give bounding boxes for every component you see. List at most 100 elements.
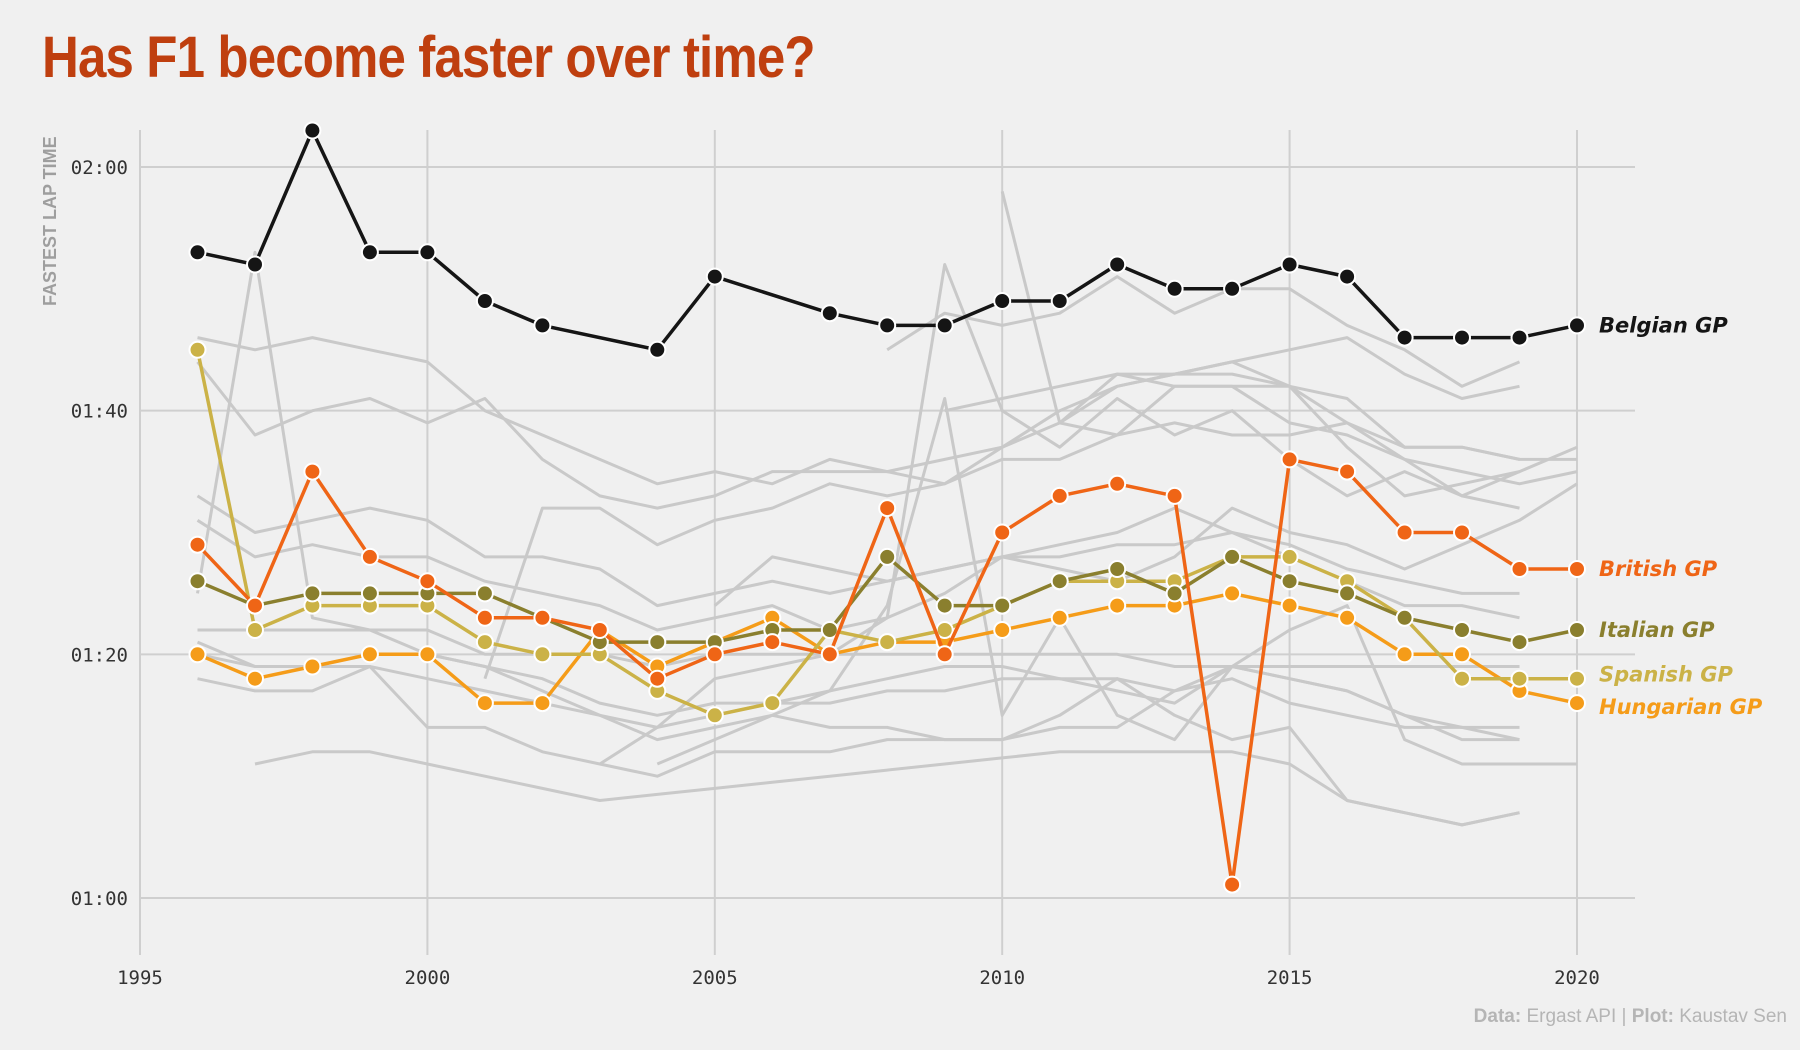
british-gp-point	[533, 608, 552, 627]
british-gp-point	[878, 499, 897, 518]
belgian-gp-point	[1108, 255, 1127, 274]
british-gp-point	[1510, 560, 1529, 578]
italian-gp-point	[648, 633, 667, 652]
belgian-gp-point	[188, 243, 207, 262]
hungarian-gp-point	[1108, 596, 1127, 615]
axes: 01:00 01:20 01:40 02:00 1995 2000 2005 2010 2015…	[71, 157, 1600, 989]
hungarian-gp-label: Hungarian GP	[1599, 695, 1763, 719]
hungarian-gp-point	[188, 645, 207, 664]
background-race-line	[254, 750, 1520, 827]
source-caption: Data: Ergast API | Plot: Kaustav Sen	[1474, 1006, 1787, 1028]
british-gp-point	[1050, 486, 1069, 505]
spanish-gp-point	[1568, 669, 1586, 688]
x-tick-label: 2010	[979, 967, 1025, 989]
british-gp-point	[705, 645, 724, 664]
background-race-line	[196, 360, 1520, 510]
italian-gp-point	[993, 596, 1012, 615]
belgian-gp-point	[1223, 279, 1242, 298]
spanish-gp-point	[763, 694, 782, 713]
hungarian-gp-point	[1453, 645, 1471, 664]
background-race-line	[1058, 372, 1578, 486]
italian-gp-point	[475, 584, 494, 603]
belgian-gp-point	[475, 292, 494, 310]
belgian-gp-point	[1510, 328, 1529, 347]
british-gp-line	[196, 457, 1577, 887]
background-race-line	[196, 494, 1520, 608]
background-race-line	[598, 263, 1520, 766]
italian-gp-point	[303, 584, 322, 603]
background-race-line	[886, 275, 1521, 388]
background-race-line	[197, 628, 1520, 668]
british-gp-point	[1280, 450, 1299, 469]
highlighted-series	[188, 121, 1586, 894]
spanish-gp-point	[475, 633, 494, 652]
spanish-gp-point	[1280, 547, 1299, 566]
british-gp-point	[475, 608, 494, 627]
belgian-gp-point	[1338, 267, 1357, 286]
belgian-gp-point	[360, 243, 379, 262]
y-tick-label: 01:00	[71, 888, 128, 910]
italian-gp-point	[1108, 560, 1127, 578]
y-tick-label: 01:40	[71, 401, 128, 423]
x-tick-label: 2020	[1554, 967, 1600, 989]
spanish-gp-point	[705, 706, 724, 725]
hungarian-gp-point	[1568, 694, 1586, 713]
x-tick-label: 2005	[692, 967, 738, 989]
british-gp-point	[993, 523, 1012, 542]
italian-gp-point	[1395, 608, 1414, 627]
british-gp-point	[763, 633, 782, 652]
italian-gp-point	[878, 547, 897, 566]
british-gp-point	[360, 547, 379, 566]
caption-plot-label: Plot:	[1631, 1006, 1674, 1027]
caption-plot-value: Kaustav Sen	[1679, 1006, 1787, 1027]
hungarian-gp-point	[1223, 584, 1242, 603]
background-race-line	[713, 482, 1578, 607]
belgian-gp-point	[820, 304, 839, 323]
hungarian-gp-point	[418, 645, 437, 664]
british-gp-point	[1108, 474, 1127, 493]
italian-gp-point	[1165, 584, 1184, 603]
background-race-line	[656, 397, 1577, 766]
british-gp-point	[1165, 486, 1184, 505]
spanish-gp-label: Spanish GP	[1599, 663, 1733, 687]
x-tick-label: 2000	[405, 967, 451, 989]
chart-title: Has F1 become faster over time?	[42, 25, 816, 90]
hungarian-gp-point	[246, 669, 264, 688]
british-gp-series	[188, 450, 1586, 894]
belgian-gp-point	[1280, 255, 1299, 274]
british-gp-point	[188, 535, 207, 554]
british-gp-label: British GP	[1599, 557, 1718, 581]
italian-gp-point	[1453, 621, 1471, 639]
background-race-line	[483, 421, 1577, 680]
hungarian-gp-point	[475, 694, 494, 713]
belgian-gp-point	[1453, 328, 1471, 347]
belgian-gp-series	[188, 121, 1586, 359]
belgian-gp-point	[935, 316, 954, 335]
caption-data-label: Data:	[1473, 1006, 1522, 1027]
series-labels: Belgian GP British GP Italian GP Spanish GP…	[1599, 313, 1763, 719]
british-gp-point	[648, 669, 667, 688]
italian-gp-point	[1280, 572, 1299, 591]
italian-gp-point	[1338, 584, 1357, 603]
british-gp-point	[590, 621, 609, 639]
belgian-gp-point	[1050, 292, 1069, 310]
italian-gp-point	[360, 584, 379, 603]
x-tick-label: 2015	[1267, 967, 1313, 989]
caption-data-value: Ergast API	[1526, 1006, 1617, 1027]
belgian-gp-label: Belgian GP	[1599, 313, 1728, 337]
british-gp-point	[820, 645, 839, 664]
background-race-line	[1000, 191, 1520, 498]
british-gp-point	[303, 462, 322, 481]
hungarian-gp-point	[533, 694, 552, 713]
belgian-gp-point	[303, 121, 322, 140]
italian-gp-point	[1568, 621, 1586, 639]
y-tick-label: 01:20	[71, 644, 128, 666]
hungarian-gp-point	[360, 645, 379, 664]
belgian-gp-point	[533, 316, 552, 335]
spanish-gp-point	[246, 621, 264, 639]
spanish-gp-point	[878, 633, 897, 652]
italian-gp-label: Italian GP	[1599, 618, 1715, 642]
spanish-gp-point	[188, 340, 207, 359]
